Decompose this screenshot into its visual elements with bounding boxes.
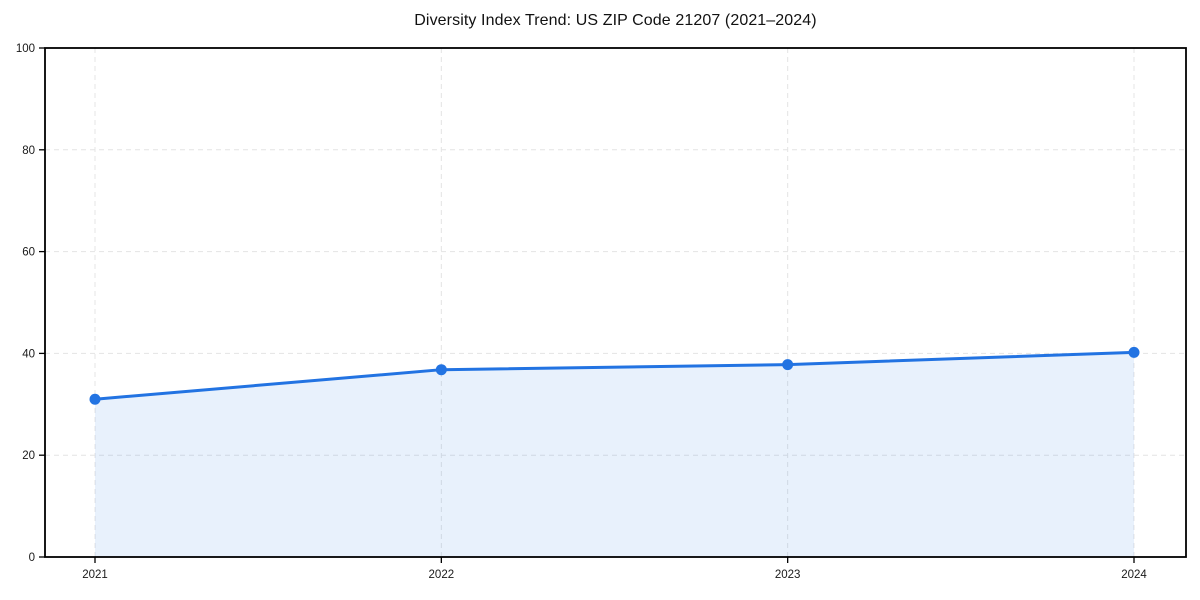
y-tick-label: 40 [22,348,35,360]
x-tick-label: 2022 [429,569,455,581]
axes-frame [44,47,1187,558]
data-point [89,393,101,405]
data-point [782,359,794,371]
y-tick-label: 100 [16,43,35,55]
x-tick-label: 2024 [1121,569,1147,581]
series-area-fill [95,352,1134,557]
chart-title: Diversity Index Trend: US ZIP Code 21207… [414,12,817,29]
x-tick-label: 2021 [82,569,108,581]
y-tick-label: 80 [22,145,35,157]
y-tick-label: 60 [22,247,35,259]
data-point [1128,346,1140,358]
y-tick-label: 20 [22,450,35,462]
data-point [435,364,447,376]
series-line [93,350,1136,401]
y-tick-label: 0 [29,552,35,564]
x-tick-label: 2023 [775,569,801,581]
